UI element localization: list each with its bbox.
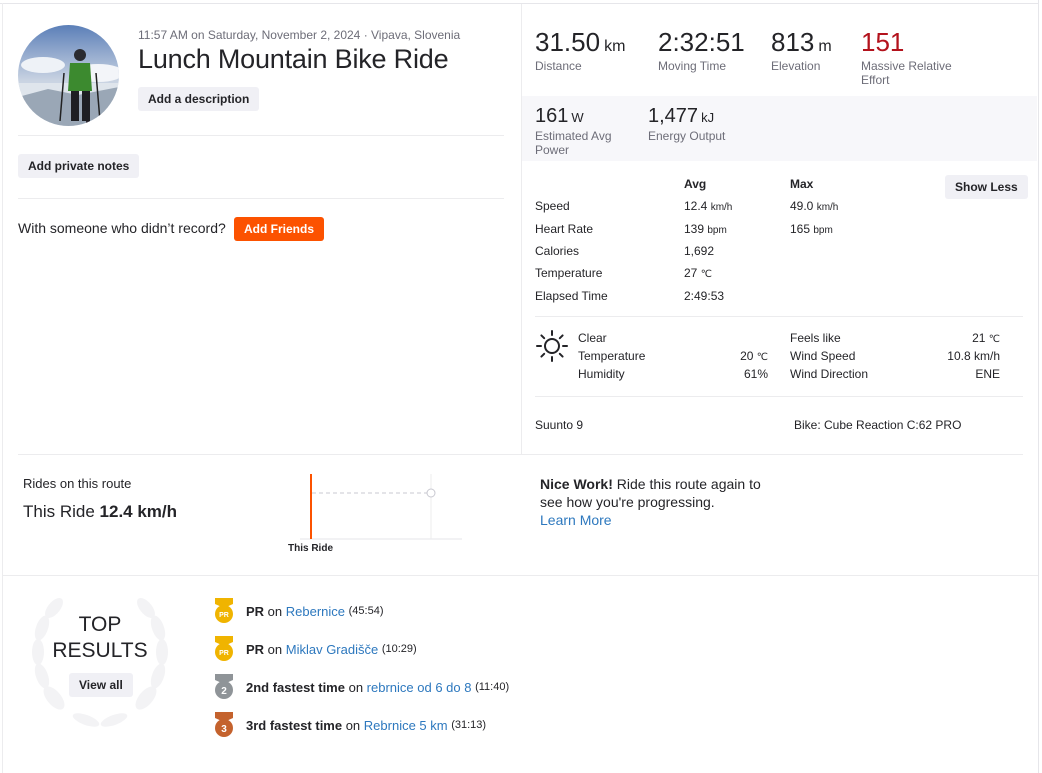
frame-left-border bbox=[2, 3, 3, 773]
nice-work-message: Nice Work! Ride this route again to see … bbox=[540, 476, 761, 528]
frame-right-border bbox=[1038, 0, 1039, 773]
silver-medal-icon: 2 bbox=[215, 674, 233, 699]
heart-rate-max: 165 bpm bbox=[790, 222, 833, 236]
segment-link[interactable]: Rebernice bbox=[285, 603, 346, 619]
avg-column-header: Avg bbox=[684, 177, 707, 191]
view-all-button[interactable]: View all bbox=[69, 673, 133, 697]
segment-link[interactable]: Miklav Gradišče bbox=[285, 641, 379, 657]
activity-title: Lunch Mountain Bike Ride bbox=[138, 44, 449, 74]
segment-link[interactable]: rebrnice od 6 do 8 bbox=[366, 679, 472, 695]
detail-label-heart-rate: Heart Rate bbox=[535, 222, 594, 236]
temperature-value: 27 ℃ bbox=[684, 266, 712, 280]
segment-link[interactable]: Rebrnice 5 km bbox=[363, 717, 448, 733]
wind-direction-label: Wind Direction bbox=[790, 367, 869, 381]
this-ride-chart-label: This Ride bbox=[288, 543, 334, 554]
divider bbox=[18, 198, 504, 199]
power-value: 161 W bbox=[535, 105, 584, 127]
top-results-title: TOP RESULTS bbox=[52, 613, 148, 662]
result-row: PR PR on Rebernice (45:54) bbox=[212, 597, 384, 625]
detail-label-temperature: Temperature bbox=[535, 266, 603, 280]
speed-avg: 12.4 km/h bbox=[684, 199, 733, 213]
pr-medal-icon: PR bbox=[215, 598, 233, 623]
add-description-button[interactable]: Add a description bbox=[138, 87, 260, 111]
activity-meta: 11:57 AM on Saturday, November 2, 2024 ·… bbox=[138, 28, 461, 42]
athlete-avatar[interactable] bbox=[18, 25, 119, 126]
weather-humidity-label: Humidity bbox=[578, 367, 625, 381]
feels-like-value: 21 ℃ bbox=[972, 331, 1000, 345]
elevation-value: 813 m bbox=[771, 27, 832, 57]
sun-icon bbox=[535, 329, 569, 363]
elevation-label: Elevation bbox=[771, 59, 821, 73]
divider bbox=[18, 454, 1023, 455]
svg-text:PR: PR bbox=[219, 650, 229, 657]
power-label: Estimated Avg Power bbox=[535, 129, 612, 157]
this-ride-speed: This Ride 12.4 km/h bbox=[23, 502, 178, 521]
result-row: 2 2nd fastest time on rebrnice od 6 do 8… bbox=[212, 673, 509, 701]
weather-temperature-label: Temperature bbox=[578, 349, 646, 363]
add-private-notes-button[interactable]: Add private notes bbox=[18, 154, 140, 178]
bronze-medal-icon: 3 bbox=[215, 712, 233, 737]
divider bbox=[3, 575, 1038, 576]
svg-text:3: 3 bbox=[221, 724, 227, 735]
this-ride-marker bbox=[310, 474, 312, 539]
pr-medal-icon: PR bbox=[215, 636, 233, 661]
device-name: Suunto 9 bbox=[535, 418, 584, 432]
route-comparison-chart bbox=[300, 470, 465, 545]
weather-humidity-value: 61% bbox=[743, 367, 768, 381]
distance-label: Distance bbox=[535, 59, 582, 73]
bike-name[interactable]: Bike: Cube Reaction C:62 PRO bbox=[794, 418, 962, 432]
max-column-header: Max bbox=[790, 177, 814, 191]
column-divider bbox=[521, 4, 522, 454]
heart-rate-avg: 139 bpm bbox=[684, 222, 727, 236]
result-row: PR PR on Miklav Gradišče (10:29) bbox=[212, 635, 417, 663]
divider bbox=[18, 135, 504, 136]
relative-effort-value[interactable]: 151 bbox=[861, 27, 905, 57]
moving-time-label: Moving Time bbox=[658, 59, 727, 73]
detail-label-calories: Calories bbox=[535, 244, 580, 258]
divider bbox=[535, 316, 1023, 317]
add-friends-button[interactable]: Add Friends bbox=[234, 217, 325, 241]
secondary-stats-band bbox=[522, 96, 1037, 161]
show-less-button[interactable]: Show Less bbox=[945, 175, 1028, 199]
divider bbox=[535, 396, 1023, 397]
laurel-wreath-icon bbox=[20, 580, 180, 740]
svg-text:PR: PR bbox=[219, 612, 229, 619]
energy-label: Energy Output bbox=[648, 129, 726, 143]
result-row: 3 3rd fastest time on Rebrnice 5 km (31:… bbox=[212, 711, 486, 739]
feels-like-label: Feels like bbox=[790, 331, 841, 345]
wind-speed-value: 10.8 km/h bbox=[947, 349, 1000, 363]
frame-top-border bbox=[0, 3, 1039, 4]
detail-label-elapsed-time: Elapsed Time bbox=[535, 289, 608, 303]
relative-effort-label: Massive Relative Effort bbox=[861, 59, 952, 87]
weather-condition: Clear bbox=[578, 331, 607, 345]
energy-value: 1,477 kJ bbox=[648, 105, 715, 127]
weather-temperature-value: 20 ℃ bbox=[740, 349, 768, 363]
learn-more-link[interactable]: Learn More bbox=[540, 512, 612, 528]
calories-value: 1,692 bbox=[684, 244, 715, 258]
distance-value: 31.50 km bbox=[535, 27, 626, 57]
moving-time-value: 2:32:51 bbox=[658, 27, 745, 57]
elapsed-time-value: 2:49:53 bbox=[684, 289, 725, 303]
svg-text:2: 2 bbox=[221, 686, 227, 697]
speed-max: 49.0 km/h bbox=[790, 199, 839, 213]
rides-on-route-label: Rides on this route bbox=[23, 476, 132, 491]
with-someone-text: With someone who didn’t record? bbox=[18, 220, 226, 236]
wind-direction-value: ENE bbox=[975, 367, 1000, 381]
wind-speed-label: Wind Speed bbox=[790, 349, 856, 363]
detail-label-speed: Speed bbox=[535, 199, 570, 213]
